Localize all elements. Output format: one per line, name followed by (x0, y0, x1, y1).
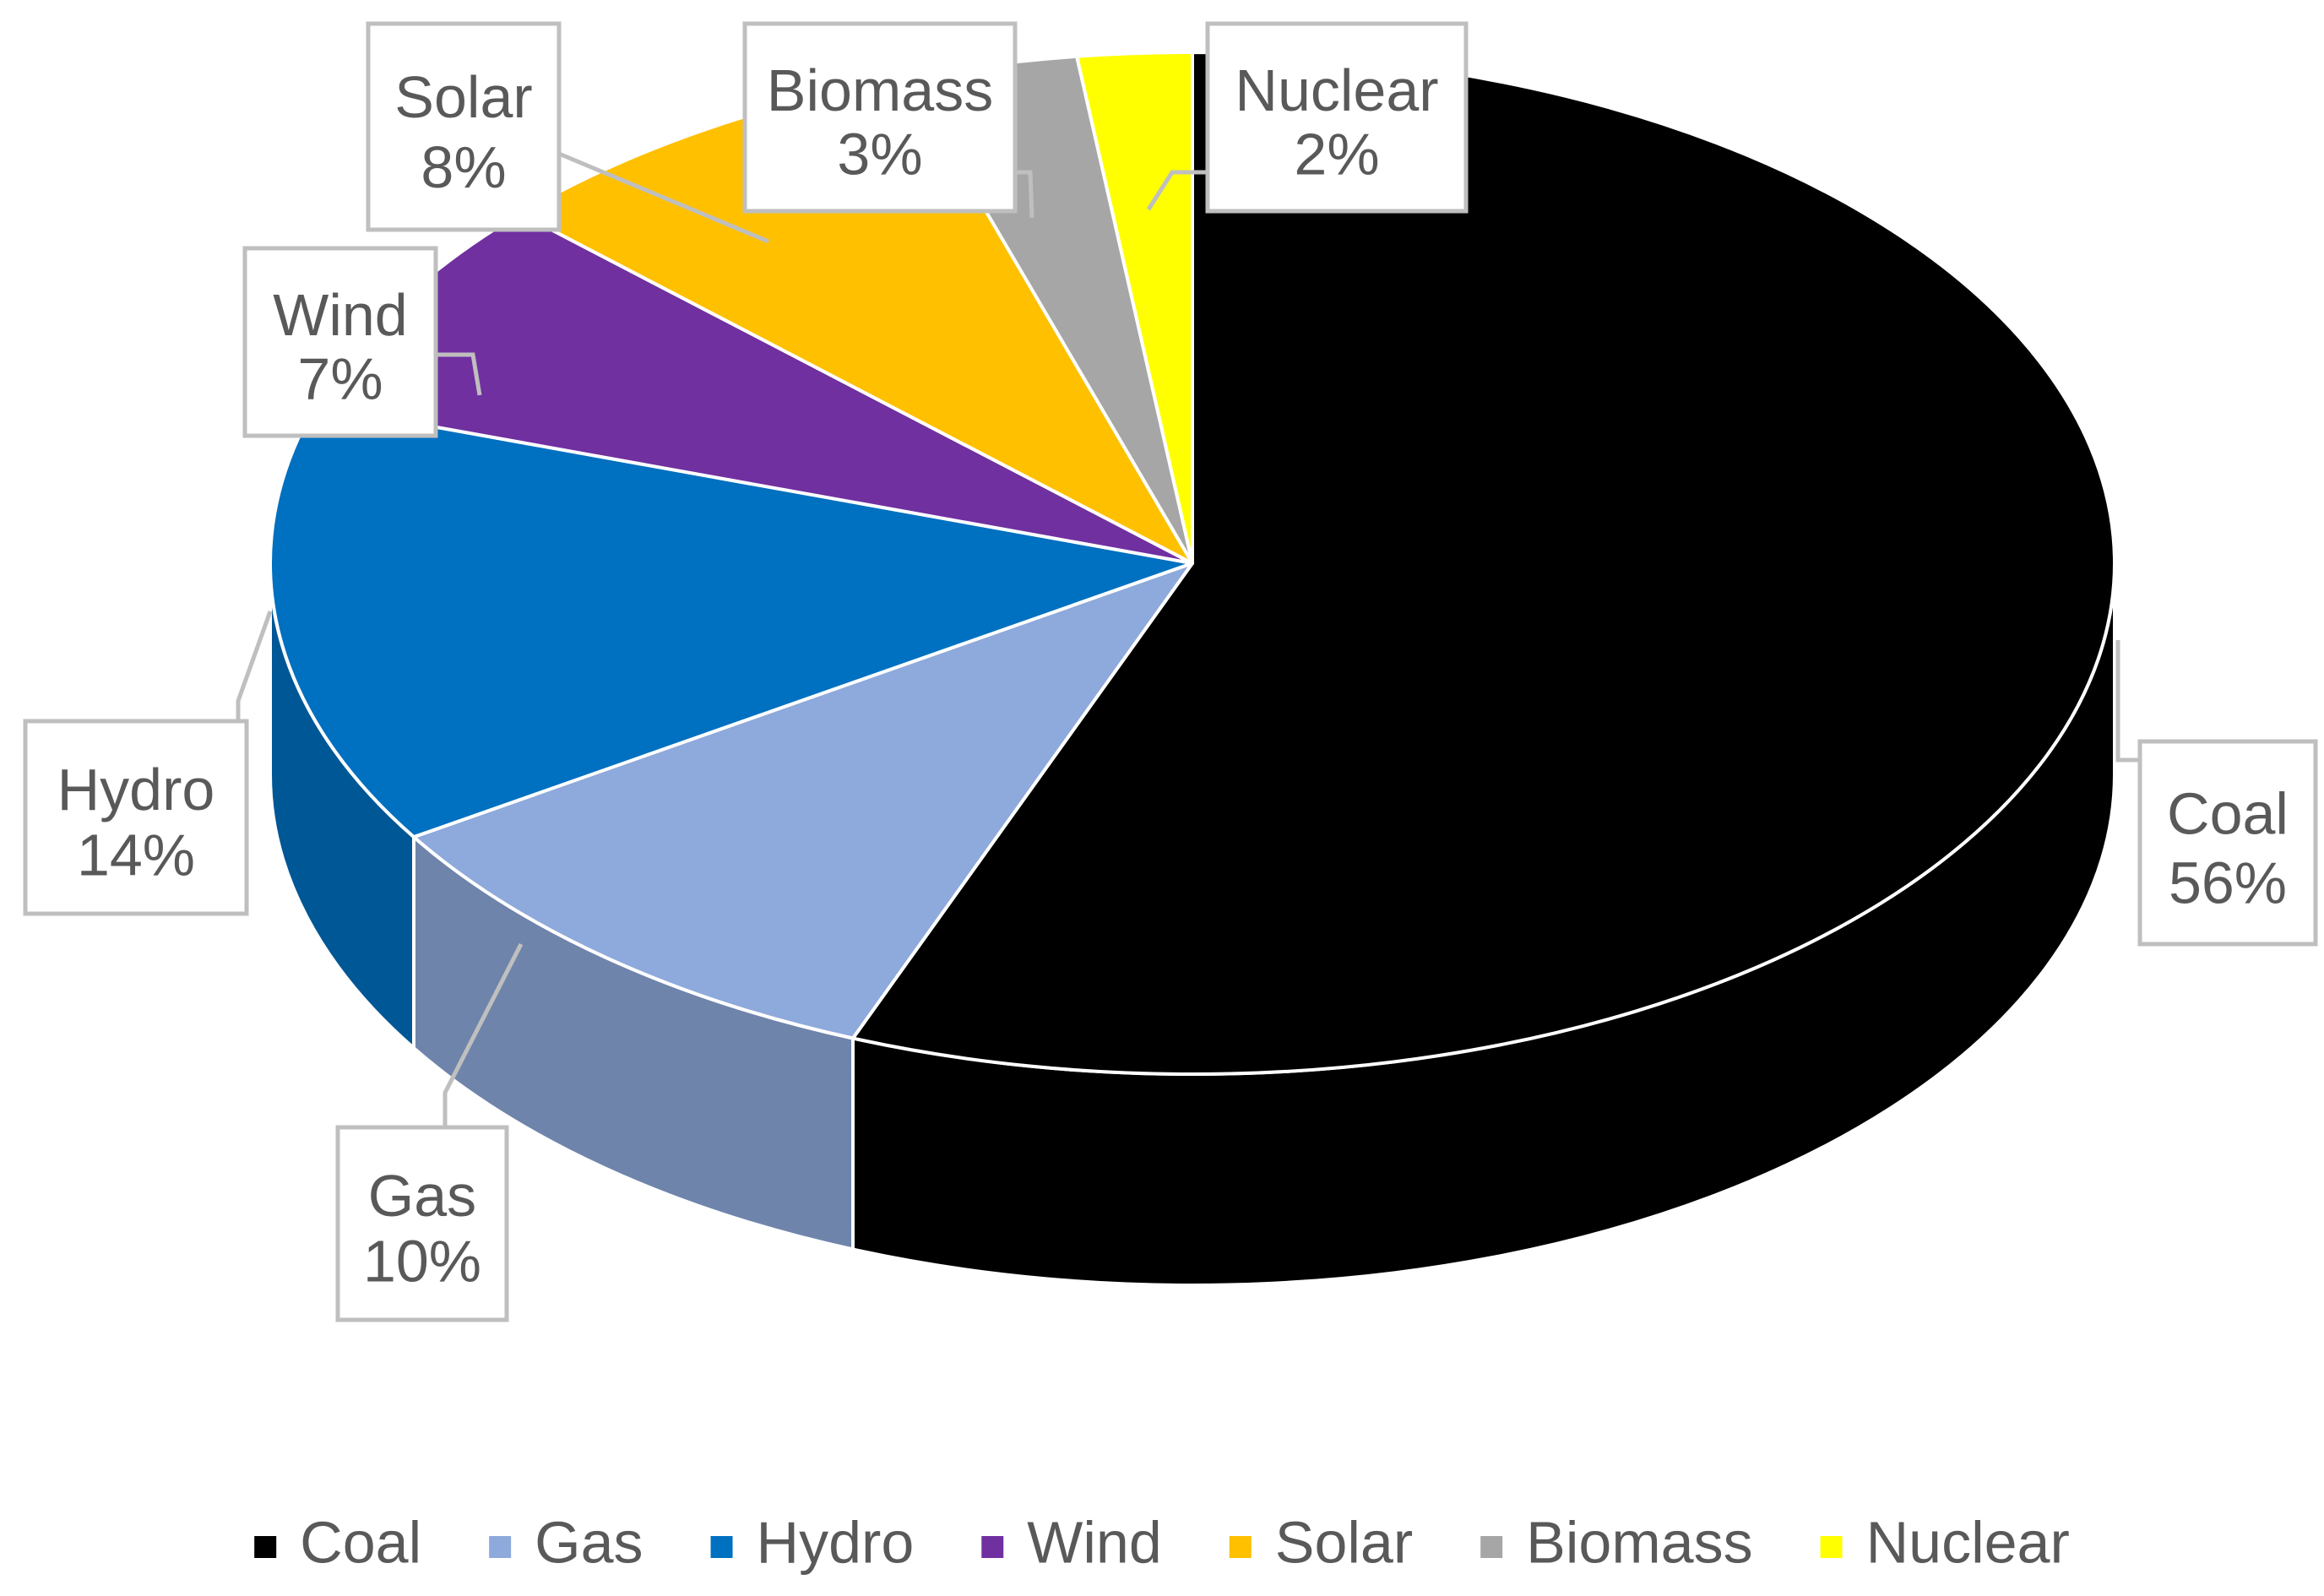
legend-item-coal: Coal (254, 1509, 421, 1575)
data-label-box-nuclear (1205, 21, 1469, 214)
legend-item-nuclear: Nuclear (1820, 1509, 2070, 1575)
pie-slice-hydro (269, 404, 1194, 839)
leader-line-wind (436, 352, 482, 396)
legend-item-biomass: Biomass (1480, 1509, 1753, 1575)
legend-swatch-wind (981, 1536, 1004, 1558)
legend: Coal Gas Hydro Wind Solar Biomass Nuclear (254, 1509, 2070, 1575)
legend-swatch-nuclear (1820, 1536, 1843, 1558)
data-label-value-nuclear: 2% (1294, 121, 1379, 187)
data-label-box-coal (2137, 739, 2318, 947)
legend-item-hydro: Hydro (710, 1509, 915, 1575)
data-label-box-solar (366, 21, 562, 232)
leader-line-gas (443, 942, 524, 1127)
legend-label-gas: Gas (535, 1509, 643, 1575)
legend-item-gas: Gas (489, 1509, 643, 1575)
legend-item-wind: Wind (981, 1509, 1162, 1575)
data-label-category-solar: Solar (394, 64, 532, 130)
legend-label-biomass: Biomass (1526, 1509, 1752, 1575)
data-label-value-wind: 7% (297, 345, 383, 411)
leader-line-biomass (1015, 170, 1034, 219)
legend-swatch-solar (1229, 1536, 1252, 1558)
pie-slice-coal (851, 51, 2116, 1076)
data-label-box-biomass (742, 21, 1018, 214)
pie-slice-gas (411, 562, 1194, 1040)
data-label-value-solar: 8% (421, 134, 506, 200)
legend-label-coal: Coal (300, 1509, 421, 1575)
data-label-category-nuclear: Nuclear (1235, 57, 1438, 123)
data-label-value-biomass: 3% (837, 121, 922, 187)
legend-swatch-hydro (710, 1536, 733, 1558)
leader-line-nuclear (1146, 170, 1208, 211)
data-label-category-coal: Coal (2167, 781, 2289, 847)
data-label-category-hydro: Hydro (57, 757, 215, 822)
pie-side-walls (269, 562, 2116, 1287)
legend-swatch-gas (489, 1536, 512, 1558)
data-label-value-gas: 10% (363, 1229, 481, 1295)
pie-top-faces (269, 51, 2116, 1076)
legend-swatch-biomass (1480, 1536, 1503, 1558)
leader-line-hydro (236, 611, 273, 721)
legend-label-wind: Wind (1027, 1509, 1161, 1575)
data-label-value-hydro: 14% (77, 822, 195, 888)
data-label-category-biomass: Biomass (767, 57, 993, 123)
pie-slice-nuclear (1075, 51, 1194, 565)
data-label-category-gas: Gas (368, 1163, 476, 1229)
data-label-category-wind: Wind (273, 282, 407, 348)
leader-line-solar (558, 151, 769, 244)
data-labels: Coal56%Gas10%Hydro14%Wind7%Solar8%Biomas… (23, 21, 2318, 1322)
legend-label-nuclear: Nuclear (1866, 1509, 2070, 1575)
data-label-value-coal: 56% (2169, 850, 2287, 915)
legend-label-solar: Solar (1275, 1509, 1413, 1575)
data-label-box-gas (335, 1125, 509, 1322)
legend-swatch-coal (254, 1536, 277, 1558)
legend-item-solar: Solar (1229, 1509, 1413, 1575)
legend-label-hydro: Hydro (757, 1509, 915, 1575)
data-label-box-wind (242, 246, 438, 438)
leader-line-coal (2115, 640, 2140, 763)
data-label-box-hydro (23, 719, 249, 916)
